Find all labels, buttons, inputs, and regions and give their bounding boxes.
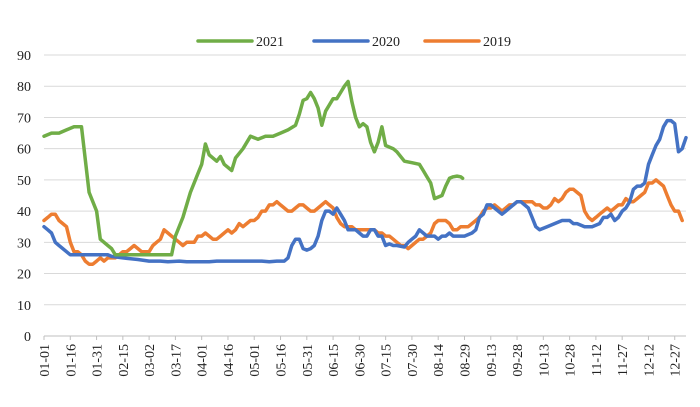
x-tick-label: 08-29 xyxy=(458,344,473,377)
legend-label-2019: 2019 xyxy=(483,35,511,50)
x-axis: 01-01 01-16 01-31 02-15 03-02 03-17 04-01 04-16… xyxy=(38,336,684,377)
x-tick-label: 01-01 xyxy=(38,344,53,377)
x-tick-label: 01-16 xyxy=(64,344,79,377)
y-tick-label: 70 xyxy=(17,111,31,126)
legend-label-2021: 2021 xyxy=(256,35,284,50)
x-tick-label: 09-13 xyxy=(485,344,500,377)
x-tick-label: 11-12 xyxy=(590,344,605,376)
y-tick-label: 10 xyxy=(17,299,31,314)
series-line-2020 xyxy=(42,118,688,264)
x-tick-label: 01-31 xyxy=(91,344,106,377)
x-tick-label: 09-28 xyxy=(511,344,526,377)
x-tick-label: 06-30 xyxy=(353,344,368,377)
x-tick-label: 10-13 xyxy=(537,344,552,377)
x-tick-label: 05-31 xyxy=(301,344,316,377)
x-tick-label: 03-17 xyxy=(169,344,184,377)
y-tick-label: 90 xyxy=(17,49,31,64)
x-tick-label: 07-30 xyxy=(406,344,421,377)
y-tick-label: 40 xyxy=(17,205,31,220)
x-tick-label: 11-27 xyxy=(616,344,631,376)
x-tick-label: 04-16 xyxy=(222,344,237,377)
x-tick-label: 12-27 xyxy=(669,344,684,377)
series-lines xyxy=(42,79,688,266)
grid xyxy=(44,54,686,337)
y-tick-label: 60 xyxy=(17,143,31,158)
x-tick-label: 05-16 xyxy=(275,344,290,377)
x-tick-label: 03-02 xyxy=(143,344,158,377)
series-line-2019 xyxy=(42,178,684,266)
y-tick-label: 30 xyxy=(17,236,31,251)
series-line-2021 xyxy=(42,79,465,257)
legend-label-2020: 2020 xyxy=(372,35,400,50)
y-tick-label: 80 xyxy=(17,80,31,95)
x-tick-label: 06-15 xyxy=(327,344,342,377)
x-tick-label: 12-12 xyxy=(642,344,657,377)
x-tick-label: 05-01 xyxy=(248,344,263,377)
y-tick-label: 50 xyxy=(17,174,31,189)
y-tick-label: 0 xyxy=(24,330,31,345)
y-tick-label: 20 xyxy=(17,268,31,283)
legend: 2021 2020 2019 xyxy=(196,35,511,50)
y-axis: 0 10 20 30 40 50 60 70 80 90 xyxy=(17,49,31,345)
x-tick-label: 07-15 xyxy=(380,344,395,377)
x-tick-label: 04-01 xyxy=(196,344,211,377)
x-tick-label: 08-14 xyxy=(432,344,447,377)
x-tick-label: 10-28 xyxy=(564,344,579,377)
x-tick-label: 02-15 xyxy=(117,344,132,377)
